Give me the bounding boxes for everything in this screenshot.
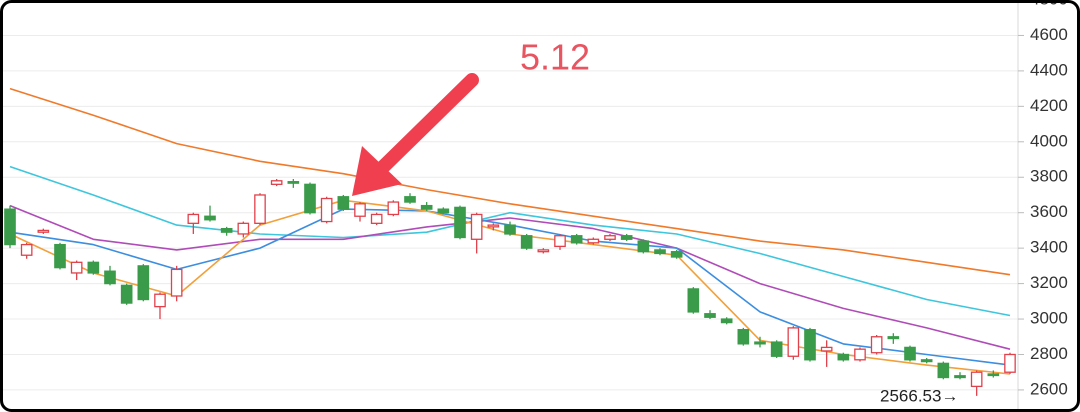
candle-body (887, 336, 900, 340)
candle-body (220, 227, 233, 233)
candle-body (437, 208, 450, 214)
candle-body (204, 215, 216, 221)
candle-body (920, 359, 933, 363)
candle-body (254, 194, 266, 224)
candle-body (504, 224, 516, 235)
y-tick-label: 2800 (1030, 344, 1068, 363)
annotation: 5.12 (520, 37, 590, 78)
candle-body (570, 235, 583, 244)
ma-line (9, 87, 1011, 276)
candle-body (120, 284, 133, 304)
candle-body (70, 261, 83, 274)
candle-body (454, 206, 466, 239)
candle-body (787, 327, 800, 357)
candle-body (137, 265, 150, 301)
candle-body (270, 180, 283, 185)
candle-body (237, 222, 250, 235)
candle-body (537, 249, 550, 253)
candle-body (520, 235, 533, 249)
candles (4, 179, 1016, 396)
candle-body (470, 213, 483, 240)
y-tick-label: 4200 (1030, 96, 1068, 115)
candle-body (620, 235, 633, 240)
candle-body (954, 375, 966, 379)
candle-body (420, 204, 433, 210)
candle-body (54, 243, 66, 269)
candle-body (937, 362, 950, 379)
y-axis: 2600 2800 3000 3200 3400 3600 3800 4000 4200 4400… (1018, 0, 1068, 398)
candle-body (287, 181, 300, 184)
candle-body (404, 196, 416, 203)
candle-body (554, 235, 566, 248)
candle-body (20, 243, 33, 256)
candle-body (904, 346, 916, 361)
candle-body (720, 318, 733, 324)
candle-body (770, 341, 783, 357)
candle-body (170, 268, 183, 297)
arrow (352, 73, 479, 196)
candle-body (370, 213, 383, 224)
y-tick-label: 4000 (1030, 131, 1068, 150)
candle-body (354, 203, 366, 217)
candle-body (187, 213, 200, 224)
y-tick-label: 3400 (1030, 238, 1068, 257)
candle-body (387, 201, 400, 216)
candle-body (670, 251, 683, 258)
candle-body (154, 293, 166, 308)
candle-body (987, 373, 1000, 377)
candle-body (304, 183, 316, 214)
candle-body (87, 261, 100, 274)
candle-body (604, 235, 616, 240)
candle-body (704, 313, 716, 318)
candle-body (970, 371, 983, 388)
candle-body (654, 249, 666, 255)
y-tick-label: 3600 (1030, 202, 1068, 221)
candle-body (804, 329, 816, 361)
candle-body (737, 329, 750, 345)
candle-body (870, 336, 883, 354)
ma-line (9, 204, 1011, 350)
candle-body (104, 270, 116, 285)
candle-body (587, 238, 600, 244)
candle-body (837, 353, 850, 361)
y-tick-label: 4800 (1030, 0, 1068, 8)
y-tick-label: 4600 (1030, 25, 1068, 44)
candle-body (687, 288, 700, 313)
y-tick-label: 2600 (1030, 379, 1068, 398)
candle-body (637, 240, 650, 253)
candle-body (487, 224, 500, 228)
low-label: 2566.53→ (880, 386, 958, 405)
y-tick-label: 4400 (1030, 60, 1068, 79)
candle-body (4, 208, 16, 246)
candle-body (820, 346, 833, 352)
candle-body (37, 229, 50, 233)
ma-line (9, 165, 1011, 317)
candle-body (320, 197, 333, 223)
y-tick-label: 3200 (1030, 273, 1068, 292)
candle-body (1004, 353, 1016, 373)
candle-body (754, 341, 766, 345)
y-tick-label: 3000 (1030, 309, 1068, 328)
candle-body (337, 196, 350, 210)
candle-body (854, 348, 866, 361)
y-tick-label: 3800 (1030, 167, 1068, 186)
